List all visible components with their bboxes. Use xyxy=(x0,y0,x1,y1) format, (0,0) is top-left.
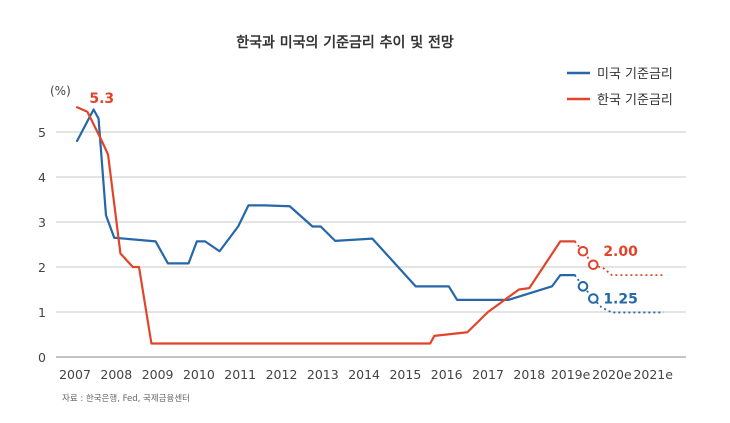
marker-kr xyxy=(577,245,589,257)
legend-label-us: 미국 기준금리 xyxy=(597,67,673,82)
x-tick-label: 2017 xyxy=(472,367,504,382)
x-tick-label: 2018 xyxy=(513,367,545,382)
x-axis-ticks: 2007 2008 2009 2010 2011 2012 2013 2014 2015 2016… xyxy=(59,367,673,382)
series-line-us xyxy=(75,108,576,301)
legend-label-kr: 한국 기준금리 xyxy=(597,93,673,108)
y-tick-label: 5 xyxy=(38,125,46,140)
x-tick-label: 2011 xyxy=(224,367,256,382)
y-tick-label: 1 xyxy=(38,305,46,320)
marker-us xyxy=(577,281,589,292)
y-axis-ticks: 0 1 2 3 4 5 xyxy=(38,125,46,365)
x-tick-label: 2008 xyxy=(100,367,132,382)
x-tick-label: 2010 xyxy=(183,367,215,382)
series-layer: 1.25 2.00 5.3 xyxy=(75,91,664,345)
x-tick-label: 2021e xyxy=(633,367,673,382)
series-kr: 2.00 5.3 xyxy=(75,91,664,345)
x-tick-label: 2009 xyxy=(142,367,174,382)
annotation-kr: 2.00 xyxy=(603,244,638,260)
y-tick-label: 2 xyxy=(38,260,46,275)
y-tick-label: 3 xyxy=(38,215,46,230)
peak-annotation-kr: 5.3 xyxy=(89,91,114,107)
marker-us xyxy=(588,293,599,304)
annotation-us: 1.25 xyxy=(603,292,638,308)
series-us: 1.25 xyxy=(75,108,664,314)
x-tick-label: 2019e xyxy=(551,367,591,382)
series-line-kr xyxy=(75,106,576,345)
x-tick-label: 2014 xyxy=(348,367,380,382)
source-note: 자료 : 한국은행, Fed, 국제금융센터 xyxy=(62,393,190,404)
y-tick-label: 4 xyxy=(38,170,46,185)
x-tick-label: 2012 xyxy=(266,367,298,382)
y-axis-unit-label: (%) xyxy=(50,84,71,98)
x-tick-label: 2020e xyxy=(592,367,632,382)
grid xyxy=(56,131,686,358)
y-tick-label: 0 xyxy=(38,350,46,365)
x-tick-label: 2013 xyxy=(307,367,339,382)
x-tick-label: 2007 xyxy=(59,367,91,382)
marker-kr xyxy=(588,259,599,271)
x-tick-label: 2016 xyxy=(431,367,463,382)
chart-title: 한국과 미국의 기준금리 추이 및 전망 xyxy=(236,34,454,51)
x-tick-label: 2015 xyxy=(389,367,421,382)
